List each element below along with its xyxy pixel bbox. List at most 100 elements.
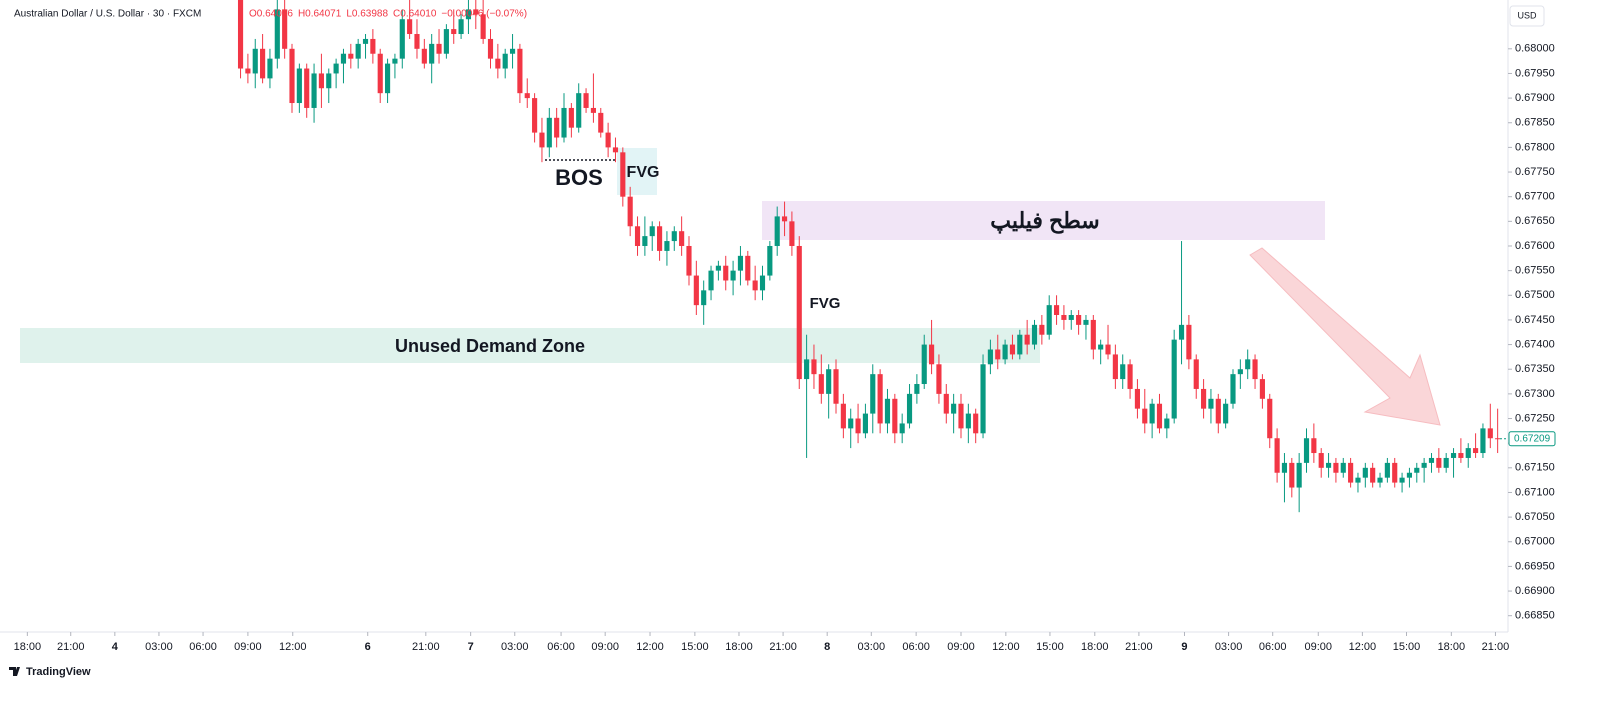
x-tick-label: 09:00 bbox=[1305, 641, 1333, 653]
candle-body bbox=[1083, 319, 1089, 325]
candle-body bbox=[708, 270, 714, 291]
y-tick-label: 0.67450 bbox=[1515, 314, 1555, 326]
candle-body bbox=[759, 275, 766, 291]
candle-body bbox=[318, 73, 324, 89]
candle-body bbox=[1473, 448, 1479, 454]
y-tick-label: 0.67550 bbox=[1515, 265, 1555, 277]
candle-body bbox=[1053, 305, 1060, 315]
ohlc-value: O0.64056 bbox=[249, 9, 293, 20]
candle-body bbox=[304, 68, 310, 108]
candle-body bbox=[458, 19, 464, 35]
candle-body bbox=[509, 48, 516, 54]
candle-body bbox=[429, 43, 435, 64]
brand-logo bbox=[9, 667, 20, 676]
x-tick-label: 8 bbox=[824, 641, 830, 653]
candle-body bbox=[1392, 462, 1398, 483]
candle-body bbox=[1443, 457, 1449, 468]
x-tick-label: 21:00 bbox=[769, 641, 797, 653]
x-tick-label: 09:00 bbox=[947, 641, 975, 653]
candle-body bbox=[282, 9, 288, 49]
candle-body bbox=[1274, 438, 1280, 473]
candle-body bbox=[252, 48, 258, 74]
x-tick-label: 03:00 bbox=[1215, 641, 1243, 653]
candle-body bbox=[1495, 438, 1501, 440]
x-tick-label: 03:00 bbox=[145, 641, 173, 653]
arrow bbox=[1249, 247, 1441, 426]
candle-body bbox=[1039, 324, 1045, 335]
candle-body bbox=[995, 349, 1001, 360]
candle-body bbox=[781, 216, 788, 222]
x-tick-label: 18:00 bbox=[725, 641, 753, 653]
candle-body bbox=[914, 384, 920, 394]
candle-body bbox=[1061, 315, 1067, 320]
candle-body bbox=[921, 344, 927, 385]
candle-body bbox=[1340, 462, 1346, 473]
candle-body bbox=[1303, 438, 1310, 463]
candle-body bbox=[1384, 462, 1390, 478]
candle-body bbox=[980, 364, 986, 434]
x-tick-label: 15:00 bbox=[681, 641, 709, 653]
candle-body bbox=[1421, 462, 1427, 468]
currency: USD bbox=[1517, 10, 1537, 20]
y-tick-label: 0.67000 bbox=[1515, 536, 1555, 548]
candle-body bbox=[1318, 453, 1324, 468]
candle-body bbox=[1267, 398, 1273, 439]
currency-box[interactable] bbox=[1509, 5, 1545, 27]
x-tick-label: 15:00 bbox=[1393, 641, 1421, 653]
candle-body bbox=[789, 221, 795, 246]
candle-body bbox=[1480, 428, 1486, 454]
candle-body bbox=[1450, 453, 1457, 458]
candle-body bbox=[554, 117, 560, 138]
candle-body bbox=[1112, 354, 1118, 380]
y-tick-label: 0.68000 bbox=[1515, 43, 1555, 55]
x-tick-label: 06:00 bbox=[1259, 641, 1287, 653]
candle-body bbox=[620, 152, 626, 197]
candle-body bbox=[502, 53, 508, 69]
last-price-box bbox=[1508, 431, 1556, 447]
y-tick-label: 0.67700 bbox=[1515, 191, 1555, 203]
demand-zone bbox=[20, 328, 1040, 363]
candle-body bbox=[421, 48, 427, 64]
candle-body bbox=[473, 9, 479, 15]
candle-body bbox=[1215, 398, 1221, 424]
candle-body bbox=[1156, 403, 1163, 429]
candle-body bbox=[487, 38, 494, 59]
candle-body bbox=[451, 29, 457, 35]
candle-body bbox=[804, 359, 810, 380]
fvg-label: FVG bbox=[810, 295, 841, 312]
y-tick-label: 0.67150 bbox=[1515, 462, 1555, 474]
candle-body bbox=[1377, 477, 1383, 483]
candle-body bbox=[1465, 448, 1471, 458]
candle-body bbox=[1031, 324, 1038, 345]
y-tick-label: 0.67750 bbox=[1515, 166, 1555, 178]
candle-body bbox=[583, 93, 589, 108]
y-tick-label: 0.67800 bbox=[1515, 141, 1555, 153]
demand-zone-label: Unused Demand Zone bbox=[395, 336, 585, 356]
candle-body bbox=[774, 216, 780, 246]
candle-body bbox=[568, 107, 574, 128]
candle-body bbox=[311, 73, 317, 108]
candle-body bbox=[973, 413, 979, 434]
candle-body bbox=[737, 255, 744, 271]
y-tick-label: 0.67900 bbox=[1515, 92, 1555, 104]
candle-body bbox=[657, 226, 663, 251]
candle-body bbox=[1105, 344, 1111, 355]
candle-body bbox=[289, 48, 295, 104]
candle-body bbox=[1289, 462, 1295, 488]
candle-body bbox=[362, 38, 369, 44]
candle-body bbox=[385, 63, 391, 94]
x-tick-label: 15:00 bbox=[1036, 641, 1064, 653]
candle-body bbox=[340, 53, 347, 64]
candle-body bbox=[1024, 334, 1030, 345]
candle-body bbox=[524, 93, 530, 99]
x-tick-label: 09:00 bbox=[591, 641, 619, 653]
y-tick-label: 0.66950 bbox=[1515, 560, 1555, 572]
candle-body bbox=[870, 374, 876, 414]
candle-body bbox=[1245, 359, 1251, 370]
x-tick-label: 06:00 bbox=[547, 641, 575, 653]
candle-body bbox=[1009, 344, 1016, 355]
candle-body bbox=[436, 43, 442, 54]
candle-body bbox=[929, 344, 935, 365]
candle-body bbox=[649, 226, 655, 237]
